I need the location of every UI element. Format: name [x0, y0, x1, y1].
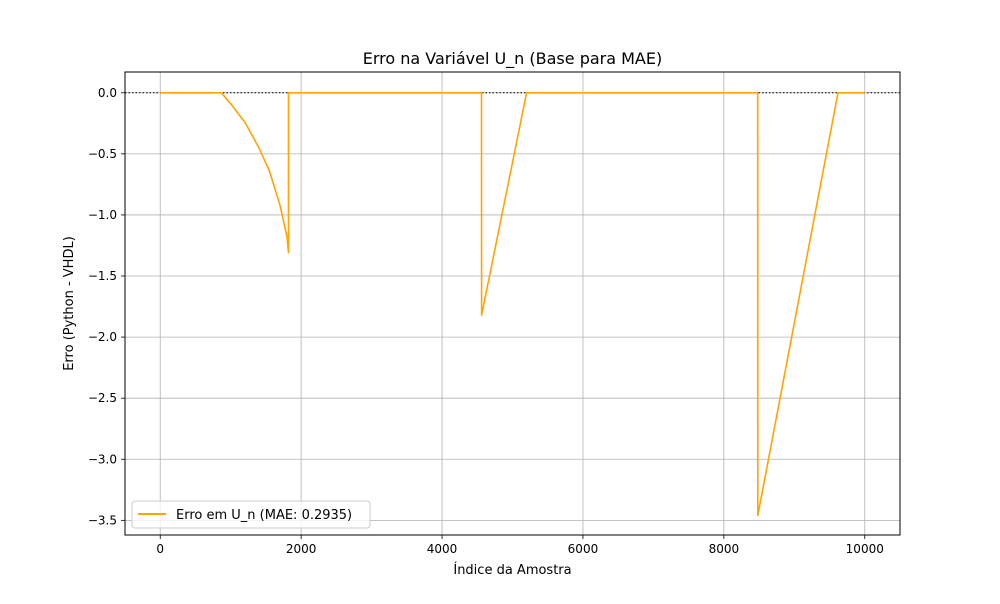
plot-frame: [124, 71, 901, 536]
y-tick-label: −0.5: [88, 147, 117, 161]
y-axis-label: Erro (Python - VHDL): [62, 236, 77, 371]
y-axis-ticks: 0.0 −0.5 −1.0 −1.5 −2.0 −2.5 −3.0 −3.5: [88, 86, 125, 527]
x-tick-label: 8000: [709, 542, 740, 556]
y-tick-label: −1.0: [88, 208, 117, 222]
x-tick-label: 2000: [286, 542, 317, 556]
chart-title: Erro na Variável U_n (Base para MAE): [363, 49, 662, 69]
legend-label: Erro em U_n (MAE: 0.2935): [176, 508, 352, 523]
x-tick-label: 10000: [846, 542, 884, 556]
x-axis-ticks: 0 2000 4000 6000 8000 10000: [156, 535, 884, 556]
y-tick-label: −2.5: [88, 391, 117, 405]
y-tick-label: −3.5: [88, 513, 117, 527]
y-tick-label: −1.5: [88, 269, 117, 283]
legend-box: [131, 500, 371, 529]
x-tick-label: 0: [156, 542, 164, 556]
legend: Erro em U_n (MAE: 0.2935): [131, 500, 371, 529]
x-tick-label: 6000: [568, 542, 599, 556]
y-tick-label: −3.0: [88, 452, 117, 466]
y-tick-label: 0.0: [98, 86, 117, 100]
y-tick-label: −2.0: [88, 330, 117, 344]
grid-lines: [125, 72, 900, 535]
x-tick-label: 4000: [427, 542, 458, 556]
x-axis-label: Índice da Amostra: [453, 562, 571, 578]
series-layer: [160, 92, 865, 517]
series-line: [160, 92, 865, 517]
